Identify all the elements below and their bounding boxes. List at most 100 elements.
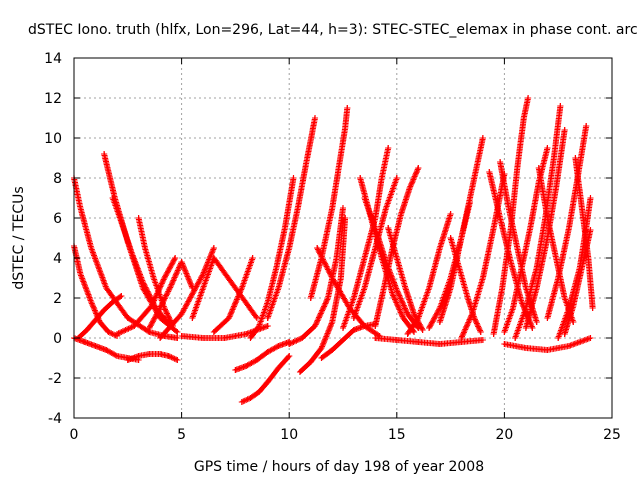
data-point [96, 319, 103, 325]
data-point [544, 215, 551, 221]
data-point [210, 255, 217, 261]
data-point [142, 245, 149, 251]
y-tick-label: 6 [53, 211, 62, 227]
data-point [150, 275, 157, 281]
data-point [499, 285, 506, 291]
data-point [114, 353, 121, 359]
data-point [275, 365, 282, 371]
data-series [114, 255, 179, 337]
data-point [264, 323, 271, 329]
data-point [329, 319, 336, 325]
data-point [404, 311, 411, 317]
data-point [525, 95, 532, 101]
data-point [243, 363, 250, 369]
data-point [103, 347, 110, 353]
x-tick-label: 15 [388, 427, 406, 443]
data-point [114, 331, 121, 337]
data-point [318, 345, 325, 351]
data-point [264, 299, 271, 305]
data-point [436, 341, 443, 347]
data-point [555, 275, 562, 281]
data-point [340, 205, 346, 211]
x-tick-label: 0 [70, 427, 79, 443]
data-point [393, 255, 400, 261]
data-point [124, 315, 131, 321]
x-tick-label: 20 [495, 427, 513, 443]
series-markers [101, 151, 181, 335]
data-point [436, 305, 443, 311]
data-point [238, 399, 245, 405]
y-tick-label: -4 [48, 411, 62, 427]
data-point [232, 285, 239, 291]
data-point [486, 169, 493, 175]
y-tick-label: 8 [53, 171, 62, 187]
data-point [361, 255, 368, 261]
data-series [522, 127, 568, 331]
data-point [312, 323, 319, 329]
data-series [372, 165, 422, 329]
data-point [299, 335, 306, 341]
data-point [264, 349, 271, 355]
data-series [157, 245, 217, 341]
axis-ticks: 0 5 10 15 20 25 -4 -2 0 2 4 6 8 10 12 14 [44, 51, 621, 443]
data-point [456, 265, 463, 271]
data-point [247, 335, 254, 341]
data-point [324, 295, 331, 301]
data-point [286, 353, 293, 359]
data-point [92, 343, 99, 349]
data-point [253, 357, 260, 363]
data-point [148, 303, 155, 309]
x-tick-label: 5 [177, 427, 186, 443]
data-point [383, 205, 390, 211]
data-point [247, 395, 254, 401]
data-point [232, 367, 239, 373]
data-point [172, 255, 179, 261]
data-point [174, 357, 181, 363]
data-point [357, 175, 364, 181]
data-point [146, 325, 153, 331]
data-point [555, 335, 562, 341]
data-point [238, 285, 245, 291]
data-point [501, 329, 508, 335]
data-point [372, 245, 379, 251]
data-point [393, 175, 400, 181]
data-point [333, 255, 340, 261]
data-point [290, 175, 297, 181]
data-point [294, 205, 301, 211]
data-point [464, 295, 471, 301]
data-point [550, 155, 557, 161]
data-series [124, 351, 181, 363]
data-point [329, 275, 336, 281]
data-point [286, 341, 293, 347]
data-point [529, 325, 536, 331]
data-point [385, 225, 392, 231]
data-point [221, 335, 228, 341]
y-tick-label: 2 [53, 291, 62, 307]
data-point [129, 251, 136, 257]
data-point [561, 331, 568, 337]
data-series [75, 293, 125, 341]
data-point [350, 327, 357, 333]
data-point [419, 327, 426, 333]
data-point [157, 351, 164, 357]
x-tick-label: 25 [603, 427, 621, 443]
data-point [275, 285, 282, 291]
data-point [200, 285, 207, 291]
series-markers [372, 335, 486, 347]
series-markers [124, 351, 181, 363]
data-point [570, 303, 577, 309]
data-point [514, 245, 521, 251]
data-series [210, 255, 256, 335]
data-point [243, 331, 250, 337]
data-point [533, 319, 540, 325]
data-point [553, 255, 560, 261]
data-series [101, 151, 181, 335]
data-point [507, 259, 514, 265]
data-point [522, 285, 529, 291]
data-point [535, 165, 542, 171]
data-point [469, 311, 476, 317]
data-point [344, 105, 351, 111]
data-point [83, 327, 90, 333]
y-tick-label: -2 [48, 371, 62, 387]
